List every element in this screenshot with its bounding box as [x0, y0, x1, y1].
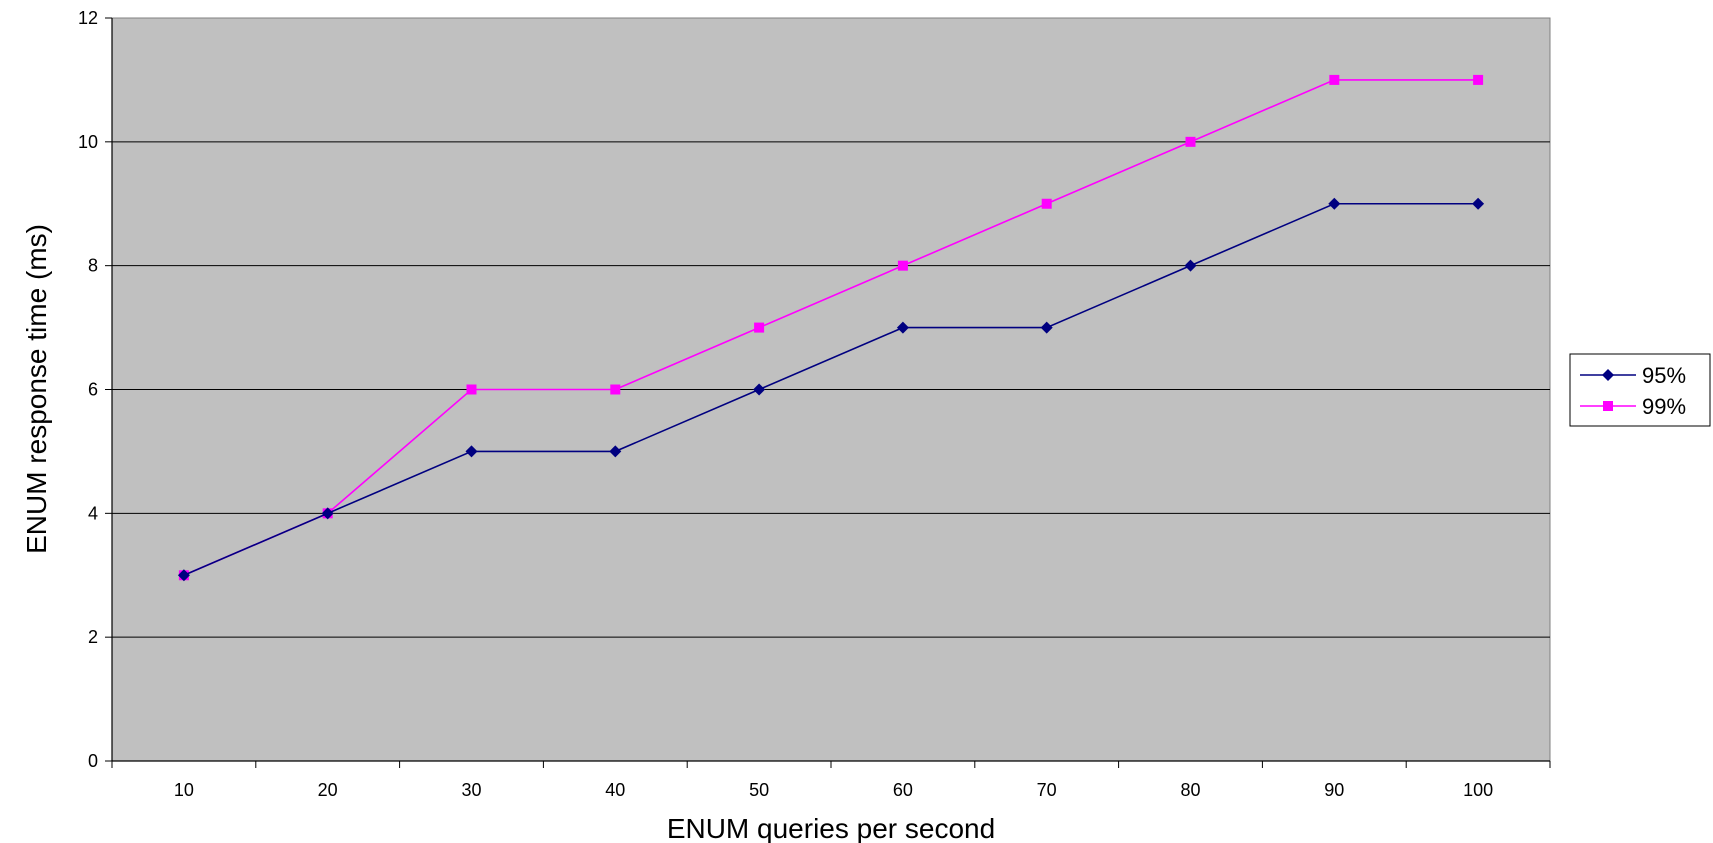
data-point [896, 321, 909, 334]
y-tick-label: 6 [88, 380, 98, 400]
data-point [1040, 321, 1053, 334]
data-point [610, 384, 621, 395]
gridlines [112, 141, 1550, 638]
data-point [1041, 198, 1052, 209]
data-point [609, 445, 622, 458]
x-tick-label: 50 [749, 780, 769, 800]
x-tick-label: 40 [605, 780, 625, 800]
data-point [754, 322, 765, 333]
legend-label: 95% [1642, 363, 1686, 388]
x-tick-label: 90 [1324, 780, 1344, 800]
legend: 95%99% [1569, 353, 1711, 427]
data-point [1185, 136, 1196, 147]
y-axis-title: ENUM response time (ms) [21, 224, 52, 554]
series-line [183, 202, 1479, 576]
legend-marker [1602, 369, 1614, 381]
data-point [177, 569, 190, 582]
series-layer [177, 74, 1485, 582]
y-tick-label: 12 [78, 8, 98, 28]
x-axis-ticks: 10 20 30 40 50 60 70 80 90 100 [111, 761, 1551, 800]
y-tick-label: 8 [88, 256, 98, 276]
legend-item: 95% [1580, 363, 1686, 388]
data-point [1472, 197, 1485, 210]
x-tick-label: 70 [1037, 780, 1057, 800]
x-tick-label: 100 [1463, 780, 1493, 800]
data-point [465, 445, 478, 458]
data-point [466, 384, 477, 395]
data-point [1184, 259, 1197, 272]
y-tick-label: 4 [88, 503, 98, 523]
legend-marker [1603, 401, 1613, 411]
x-tick-label: 60 [893, 780, 913, 800]
series-0 [177, 197, 1485, 582]
data-point [1329, 74, 1340, 85]
y-axis-ticks: 0 2 4 6 8 10 12 [78, 8, 112, 771]
x-tick-label: 30 [461, 780, 481, 800]
data-point [321, 507, 334, 520]
legend-item: 99% [1580, 394, 1686, 419]
y-tick-label: 2 [88, 627, 98, 647]
x-tick-label: 20 [318, 780, 338, 800]
data-point [753, 383, 766, 396]
y-tick-label: 10 [78, 132, 98, 152]
data-point [1473, 74, 1484, 85]
legend-box [1569, 353, 1711, 427]
data-point [1328, 197, 1341, 210]
data-point [897, 260, 908, 271]
series-line [183, 79, 1479, 576]
x-tick-label: 80 [1180, 780, 1200, 800]
y-tick-label: 0 [88, 751, 98, 771]
legend-label: 99% [1642, 394, 1686, 419]
x-tick-label: 10 [174, 780, 194, 800]
x-axis-title: ENUM queries per second [667, 813, 995, 843]
